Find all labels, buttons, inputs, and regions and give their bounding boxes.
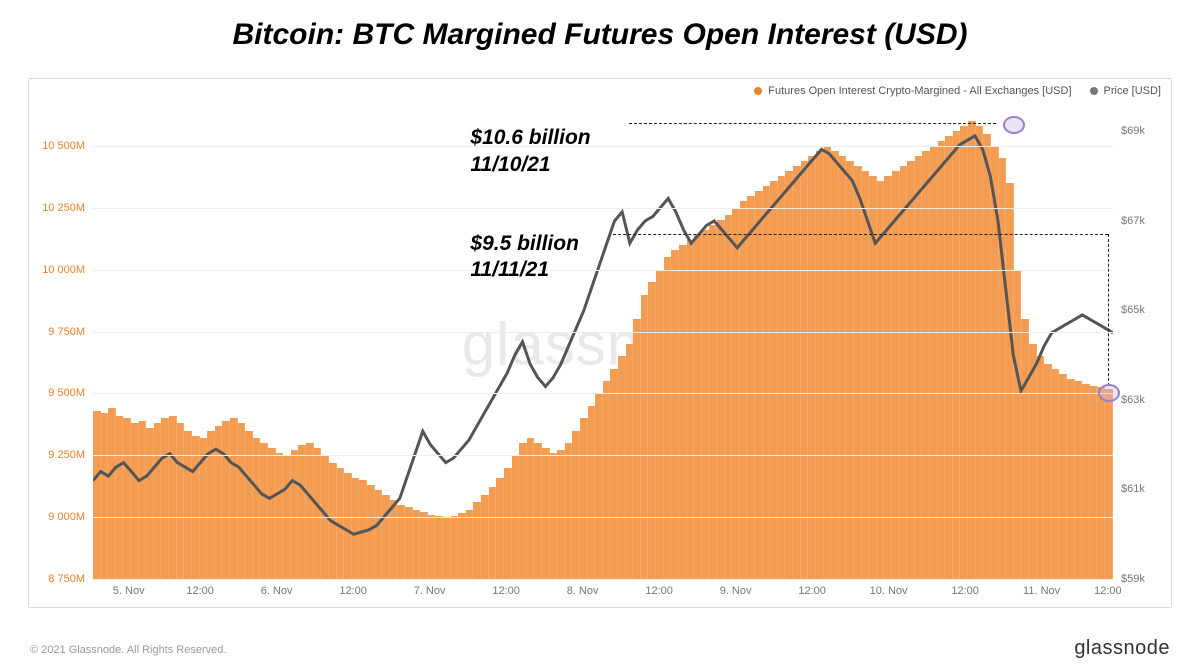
x-tick-label: 10. Nov — [870, 579, 908, 597]
annotation-dash — [613, 234, 1108, 235]
legend-label: Price [USD] — [1104, 85, 1161, 97]
x-tick-label: 12:00 — [1094, 579, 1122, 597]
legend-dot-icon — [1090, 87, 1098, 95]
legend: Futures Open Interest Crypto-Margined - … — [754, 85, 1161, 97]
y-right-tick-label: $69k — [1113, 125, 1145, 137]
annotation: $10.6 billion11/10/21 — [470, 125, 590, 178]
x-tick-label: 5. Nov — [113, 579, 145, 597]
x-tick-label: 11. Nov — [1023, 579, 1060, 597]
chart-container: Futures Open Interest Crypto-Margined - … — [28, 78, 1172, 608]
y-right-tick-label: $67k — [1113, 215, 1145, 227]
y-left-tick-label: 9 000M — [48, 511, 93, 523]
y-left-tick-label: 10 500M — [42, 140, 93, 152]
y-left-tick-label: 10 000M — [42, 264, 93, 276]
grid-line — [93, 270, 1113, 271]
y-right-tick-label: $61k — [1113, 483, 1145, 495]
y-left-tick-label: 9 750M — [48, 326, 93, 338]
y-left-tick-label: 9 500M — [48, 387, 93, 399]
x-tick-label: 12:00 — [339, 579, 367, 597]
y-right-tick-label: $65k — [1113, 304, 1145, 316]
x-tick-label: 12:00 — [951, 579, 979, 597]
x-tick-label: 8. Nov — [567, 579, 599, 597]
callout-ellipse — [1003, 116, 1025, 134]
x-tick-label: 12:00 — [492, 579, 520, 597]
page-title: Bitcoin: BTC Margined Futures Open Inter… — [0, 0, 1200, 52]
x-tick-label: 9. Nov — [720, 579, 752, 597]
plot-area: glassnode 8 750M9 000M9 250M9 500M9 750M… — [93, 109, 1113, 579]
annotation-dash-vertical — [1108, 234, 1109, 387]
copyright-text: © 2021 Glassnode. All Rights Reserved. — [30, 644, 226, 656]
legend-dot-icon — [754, 87, 762, 95]
grid-line — [93, 517, 1113, 518]
grid-line — [93, 455, 1113, 456]
price-line — [93, 109, 1113, 579]
x-tick-label: 12:00 — [798, 579, 826, 597]
grid-line — [93, 393, 1113, 394]
legend-item-open-interest: Futures Open Interest Crypto-Margined - … — [754, 85, 1071, 97]
x-tick-label: 12:00 — [186, 579, 214, 597]
brand-logo: glassnode — [1074, 637, 1170, 660]
y-left-tick-label: 10 250M — [42, 202, 93, 214]
x-tick-label: 6. Nov — [261, 579, 293, 597]
x-tick-label: 12:00 — [645, 579, 673, 597]
callout-ellipse — [1098, 384, 1120, 402]
y-left-tick-label: 8 750M — [48, 573, 93, 585]
grid-line — [93, 146, 1113, 147]
grid-line — [93, 332, 1113, 333]
y-left-tick-label: 9 250M — [48, 449, 93, 461]
annotation: $9.5 billion11/11/21 — [470, 231, 579, 284]
legend-item-price: Price [USD] — [1090, 85, 1161, 97]
annotation-dash — [629, 123, 996, 124]
x-tick-label: 7. Nov — [414, 579, 446, 597]
legend-label: Futures Open Interest Crypto-Margined - … — [768, 85, 1071, 97]
grid-line — [93, 208, 1113, 209]
